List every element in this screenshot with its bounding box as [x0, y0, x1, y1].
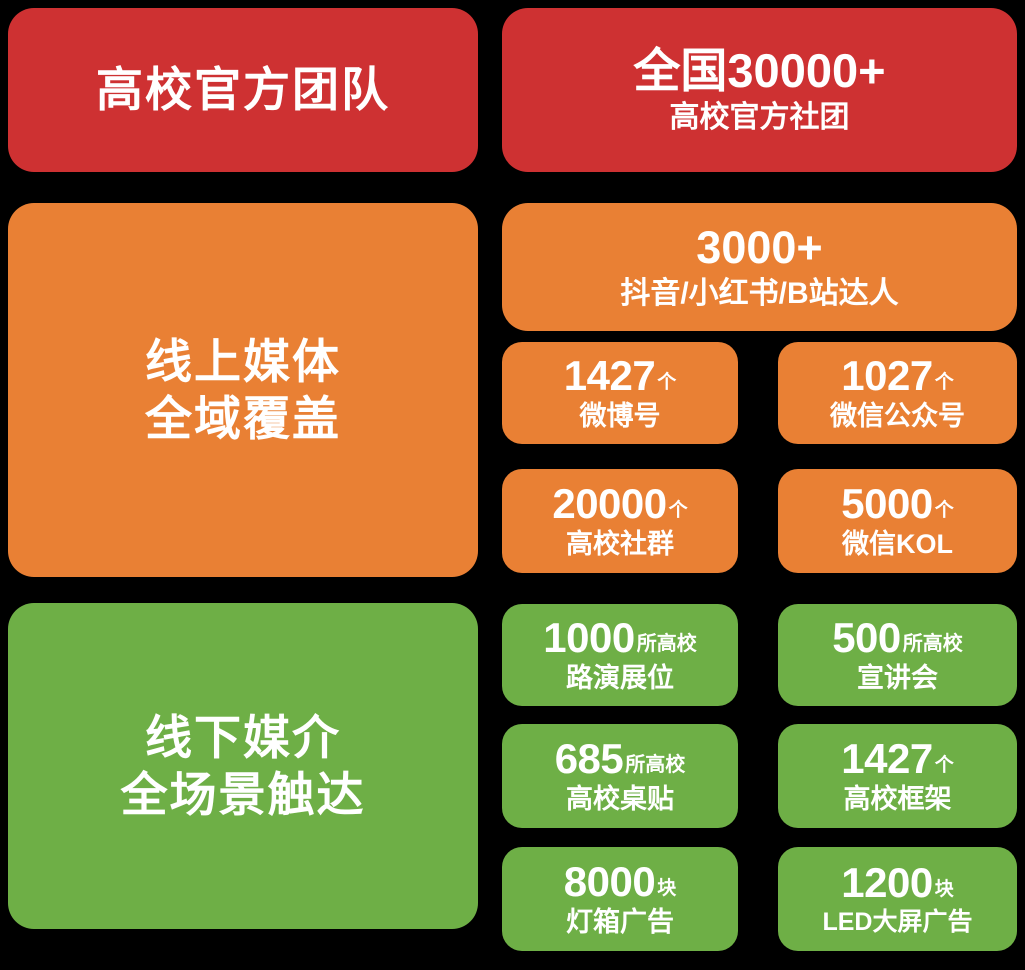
stat-unit-desk-sticker: 所高校 — [625, 753, 686, 776]
stat-top-campus-groups: 20000 个 — [552, 479, 688, 527]
stat-top-campus-frame: 1427 个 — [841, 734, 954, 782]
stat-unit-wechat-kol: 个 — [934, 499, 954, 521]
stat-card-roadshow-booth: 1000 所高校 路演展位 — [502, 604, 738, 706]
category-card-online-media: 线上媒体 全域覆盖 — [8, 203, 478, 577]
category-card-offline-media: 线下媒介 全场景触达 — [8, 603, 478, 929]
headline-sub-official-team: 高校官方社团 — [669, 101, 850, 135]
stat-label-led-screen-ad: LED大屏广告 — [822, 907, 973, 936]
stat-number-weibo: 1427 — [563, 351, 656, 399]
stat-unit-roadshow-booth: 所高校 — [636, 632, 697, 655]
stat-unit-wechat-official-account: 个 — [934, 371, 954, 393]
headline-sub-online-media: 抖音/小红书/B站达人 — [620, 276, 899, 310]
stat-unit-lightbox-ad: 块 — [657, 877, 677, 899]
headline-number-online-media: 3000+ — [696, 222, 823, 274]
stat-card-info-session: 500 所高校 宣讲会 — [778, 604, 1017, 706]
stat-label-wechat-kol: 微信KOL — [842, 528, 953, 559]
headline-card-official-team: 全国30000+ 高校官方社团 — [502, 8, 1017, 172]
stat-top-wechat-kol: 5000 个 — [841, 479, 954, 527]
stat-top-wechat-official-account: 1027 个 — [841, 351, 954, 399]
stat-label-roadshow-booth: 路演展位 — [566, 662, 674, 693]
stat-number-campus-frame: 1427 — [841, 734, 933, 782]
stat-number-lightbox-ad: 8000 — [563, 857, 656, 905]
stat-card-led-screen-ad: 1200 块 LED大屏广告 — [778, 847, 1017, 951]
stat-top-info-session: 500 所高校 — [832, 613, 963, 661]
stat-number-campus-groups: 20000 — [552, 479, 667, 527]
stat-card-campus-frame: 1427 个 高校框架 — [778, 724, 1017, 828]
category-label-official-team: 高校官方团队 — [96, 63, 390, 117]
stat-unit-led-screen-ad: 块 — [934, 878, 954, 900]
headline-card-online-media: 3000+ 抖音/小红书/B站达人 — [502, 203, 1017, 331]
stat-label-campus-groups: 高校社群 — [566, 528, 674, 559]
stat-label-desk-sticker: 高校桌贴 — [566, 783, 674, 814]
category-card-official-team: 高校官方团队 — [8, 8, 478, 172]
stat-label-info-session: 宣讲会 — [857, 662, 938, 693]
category-label-online-media: 线上媒体 全域覆盖 — [145, 334, 341, 445]
stat-card-campus-groups: 20000 个 高校社群 — [502, 469, 738, 573]
stat-unit-weibo: 个 — [657, 371, 677, 393]
stat-number-led-screen-ad: 1200 — [841, 858, 933, 906]
headline-number-official-team: 全国30000+ — [633, 43, 886, 97]
stat-number-wechat-kol: 5000 — [841, 479, 933, 527]
stat-unit-campus-frame: 个 — [934, 754, 954, 776]
stat-card-desk-sticker: 685 所高校 高校桌贴 — [502, 724, 738, 828]
stat-number-desk-sticker: 685 — [554, 734, 624, 782]
stat-label-lightbox-ad: 灯箱广告 — [566, 906, 674, 937]
stat-number-wechat-official-account: 1027 — [841, 351, 933, 399]
stat-card-weibo: 1427 个 微博号 — [502, 342, 738, 444]
stat-card-wechat-kol: 5000 个 微信KOL — [778, 469, 1017, 573]
stat-card-wechat-official-account: 1027 个 微信公众号 — [778, 342, 1017, 444]
stat-top-weibo: 1427 个 — [563, 351, 677, 399]
stat-top-led-screen-ad: 1200 块 — [841, 858, 954, 906]
category-label-offline-media: 线下媒介 全场景触达 — [120, 710, 366, 821]
stat-unit-campus-groups: 个 — [668, 499, 688, 521]
stat-top-desk-sticker: 685 所高校 — [554, 734, 686, 782]
stat-card-lightbox-ad: 8000 块 灯箱广告 — [502, 847, 738, 951]
stat-label-campus-frame: 高校框架 — [843, 783, 952, 814]
stat-label-weibo: 微博号 — [579, 400, 661, 431]
stat-unit-info-session: 所高校 — [902, 632, 963, 655]
stat-top-lightbox-ad: 8000 块 — [563, 857, 677, 905]
stat-number-info-session: 500 — [832, 613, 901, 661]
stat-top-roadshow-booth: 1000 所高校 — [543, 613, 697, 661]
stat-label-wechat-official-account: 微信公众号 — [830, 400, 965, 431]
stat-number-roadshow-booth: 1000 — [543, 613, 635, 661]
